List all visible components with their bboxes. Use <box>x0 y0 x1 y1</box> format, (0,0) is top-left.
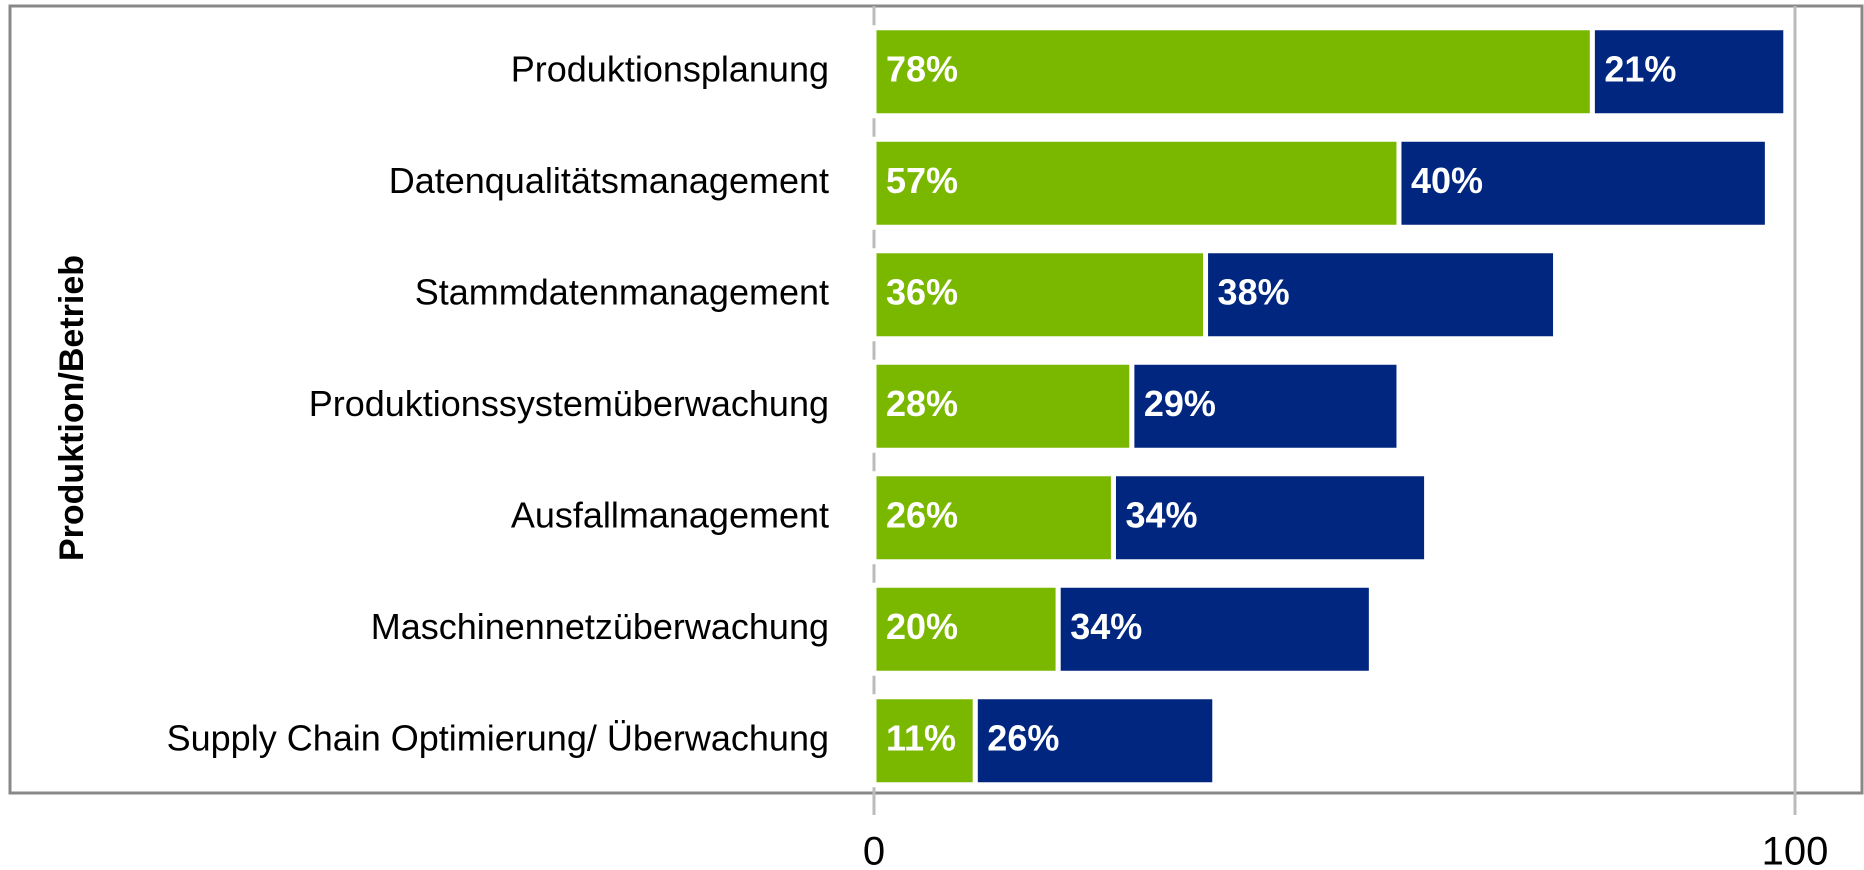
category-label: Supply Chain Optimierung/ Überwachung <box>167 717 829 758</box>
bar-segment <box>1110 471 1430 565</box>
bar-segment <box>1203 248 1559 342</box>
data-label: 20% <box>886 606 958 647</box>
bar-segment <box>1589 25 1789 119</box>
data-label: 26% <box>987 717 1059 758</box>
data-label: 36% <box>886 271 958 312</box>
data-label: 34% <box>1070 606 1142 647</box>
category-label: Maschinennetzüberwachung <box>371 606 829 647</box>
bar-segment <box>871 694 978 788</box>
category-label: Produktionsplanung <box>511 48 829 89</box>
data-label: 34% <box>1125 494 1197 535</box>
category-label: Ausfallmanagement <box>511 494 829 535</box>
data-label: 26% <box>886 494 958 535</box>
bar-segment <box>1396 136 1770 230</box>
data-label: 21% <box>1604 48 1676 89</box>
bar-segment <box>1055 582 1374 676</box>
bar-segment <box>1129 359 1402 453</box>
x-tick-label: 0 <box>863 830 885 870</box>
bar-segment <box>871 25 1595 119</box>
data-label: 78% <box>886 48 958 89</box>
bar-segment <box>871 471 1116 565</box>
data-label: 29% <box>1144 383 1216 424</box>
x-tick-label: 100 <box>1762 830 1829 870</box>
data-label: 38% <box>1218 271 1290 312</box>
data-label: 11% <box>886 717 956 758</box>
category-label: Stammdatenmanagement <box>415 271 829 312</box>
plot-frame <box>8 4 1864 795</box>
bar-segment <box>871 248 1209 342</box>
bar-segment <box>871 359 1135 453</box>
y-axis-label: Produktion/Betrieb <box>53 255 91 561</box>
data-label: 57% <box>886 160 958 201</box>
data-label: 40% <box>1411 160 1483 201</box>
category-label: Produktionssystemüberwachung <box>309 383 829 424</box>
category-label: Datenqualitätsmanagement <box>389 160 829 201</box>
bar-segment <box>972 694 1218 788</box>
data-label: 28% <box>886 383 958 424</box>
